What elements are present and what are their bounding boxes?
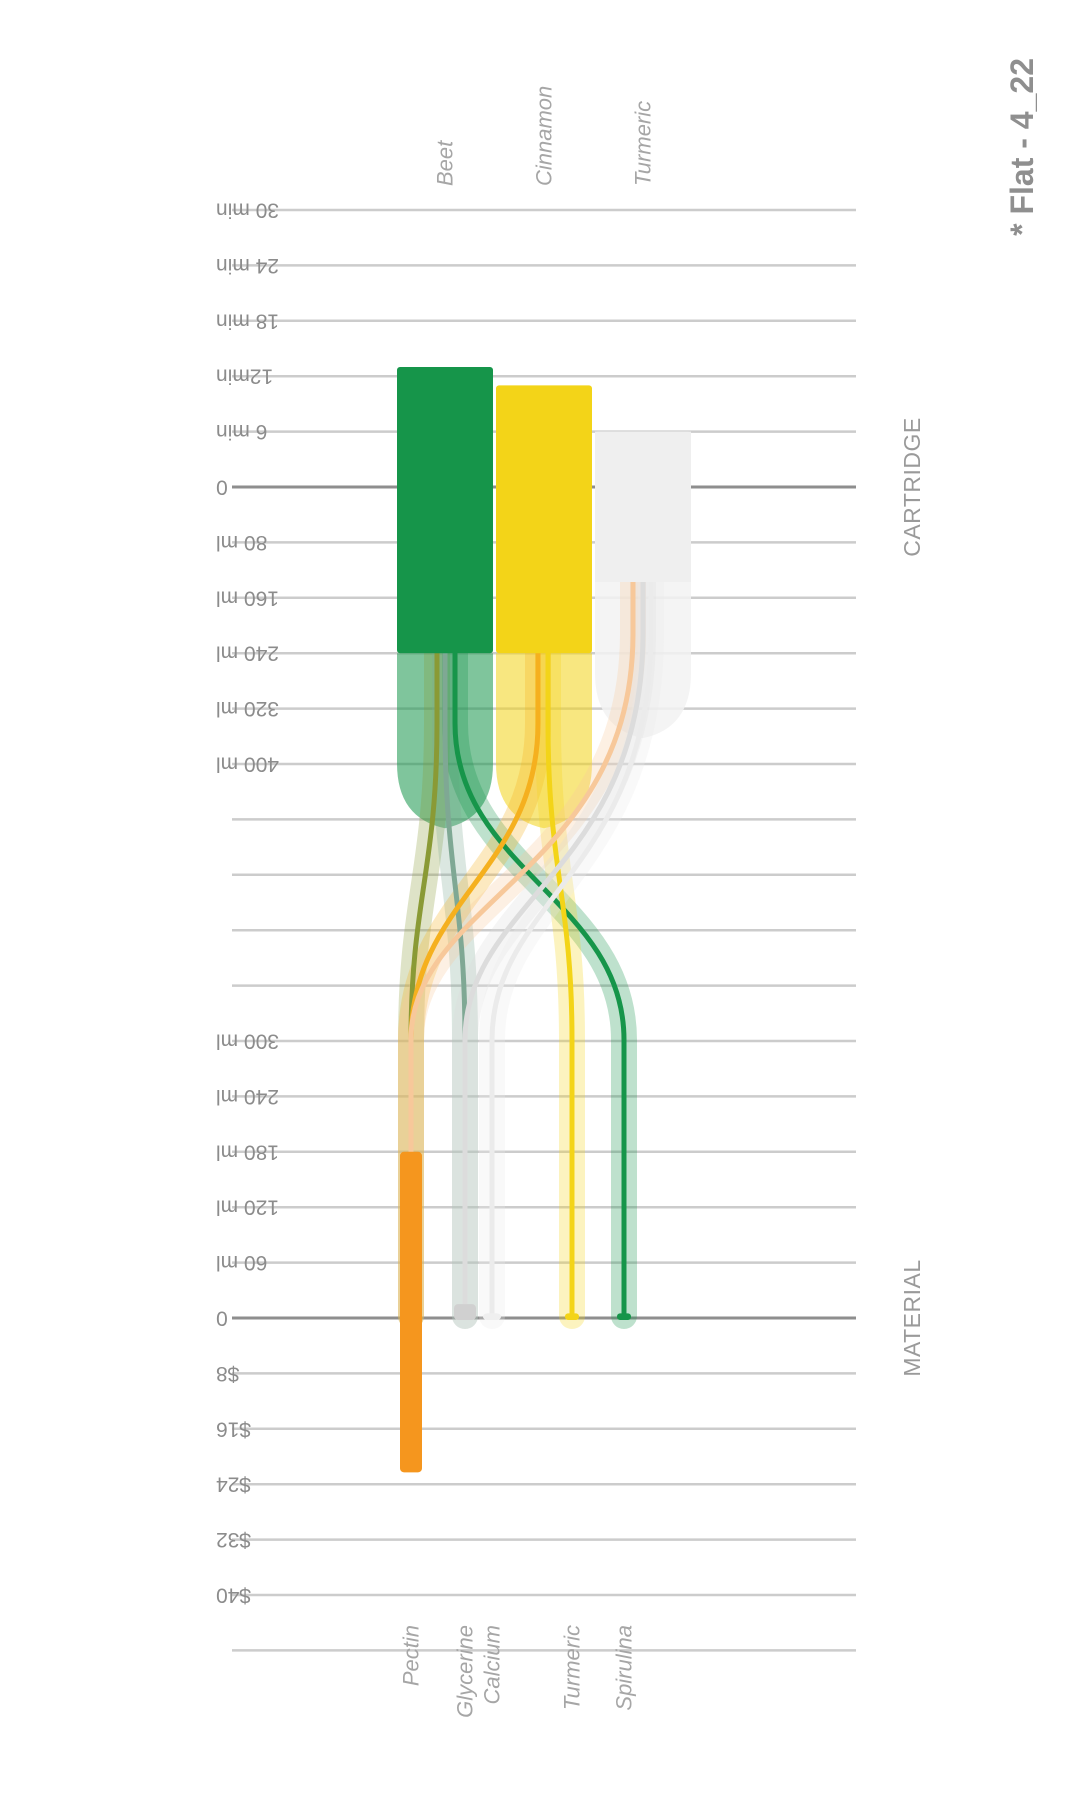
gridlines: [232, 208, 856, 1652]
cartridge-label-cinnamon: Cinnamon: [532, 86, 557, 186]
cartridge-label-beet: Beet: [433, 140, 458, 186]
flow-line-turmeric-to-calcium: [489, 560, 654, 1319]
material-bar-pectin: [400, 1151, 422, 1473]
tick-label: 320 ml: [216, 697, 279, 720]
section-label-material: MATERIAL: [899, 1259, 925, 1376]
cartridge-bar-beet: [397, 366, 493, 654]
flow-line-cinnamon-to-turmeric: [545, 650, 575, 1319]
cartridge-tail-cinnamon: [496, 653, 592, 829]
material-label-pectin: Pectin: [399, 1625, 424, 1686]
tick-label: $8: [216, 1362, 239, 1385]
tick-label: $24: [216, 1473, 251, 1496]
flow-line-turmeric-to-glycerine: [462, 560, 646, 1319]
flow-line-beet-to-glycerine: [442, 650, 468, 1319]
material-label-turmeric: Turmeric: [560, 1625, 585, 1710]
flow-line-beet-to-spirulina: [452, 650, 627, 1319]
chart-title: * Flat - 4_22: [1004, 58, 1040, 236]
tick-label: 24 min: [216, 254, 279, 277]
tick-label: $40: [216, 1584, 251, 1607]
section-label-cartridge: CARTRIDGE: [899, 417, 925, 557]
tick-label: 12min: [216, 365, 273, 388]
tick-label: 240 ml: [216, 1085, 279, 1108]
material-label-calcium: Calcium: [480, 1625, 505, 1704]
flow-line-beet-to-pectin: [408, 650, 440, 1319]
tick-label: 30 min: [216, 199, 279, 222]
material-bar-calcium: [483, 1313, 501, 1320]
tick-label: 6 min: [216, 420, 267, 443]
tick-label: 80 ml: [216, 531, 267, 554]
tick-label: 240 ml: [216, 642, 279, 665]
flow-lines: [408, 560, 654, 1319]
tick-label: 160 ml: [216, 586, 279, 609]
flow-line-turmeric-to-pectin: [408, 560, 636, 1319]
tick-label: 180 ml: [216, 1140, 279, 1163]
material-bar-turmeric: [565, 1313, 579, 1320]
cartridge-label-turmeric: Turmeric: [631, 101, 656, 186]
bars: [397, 366, 691, 1473]
material-bar-glycerine: [454, 1304, 476, 1320]
material-bar-spirulina: [617, 1313, 631, 1320]
tick-label: 400 ml: [216, 753, 279, 776]
tick-label: 300 ml: [216, 1030, 279, 1053]
material-label-glycerine: Glycerine: [453, 1625, 478, 1718]
labels: 30 min 24 min 18 min 12min 6 min 0 80 ml 160 ml…: [216, 58, 1040, 1718]
tick-label: $16: [216, 1417, 251, 1440]
tick-label: $32: [216, 1528, 251, 1551]
tick-label: 120 ml: [216, 1196, 279, 1219]
material-label-spirulina: Spirulina: [612, 1625, 637, 1711]
cartridge-time-turmeric: [595, 431, 691, 582]
flow-line-cinnamon-to-pectin: [408, 650, 541, 1319]
tick-label: 18 min: [216, 309, 279, 332]
tick-label: 0: [216, 476, 228, 499]
cartridge-bar-cinnamon: [496, 385, 592, 654]
tick-label: 0: [216, 1307, 228, 1330]
tick-label: 60 ml: [216, 1251, 267, 1274]
